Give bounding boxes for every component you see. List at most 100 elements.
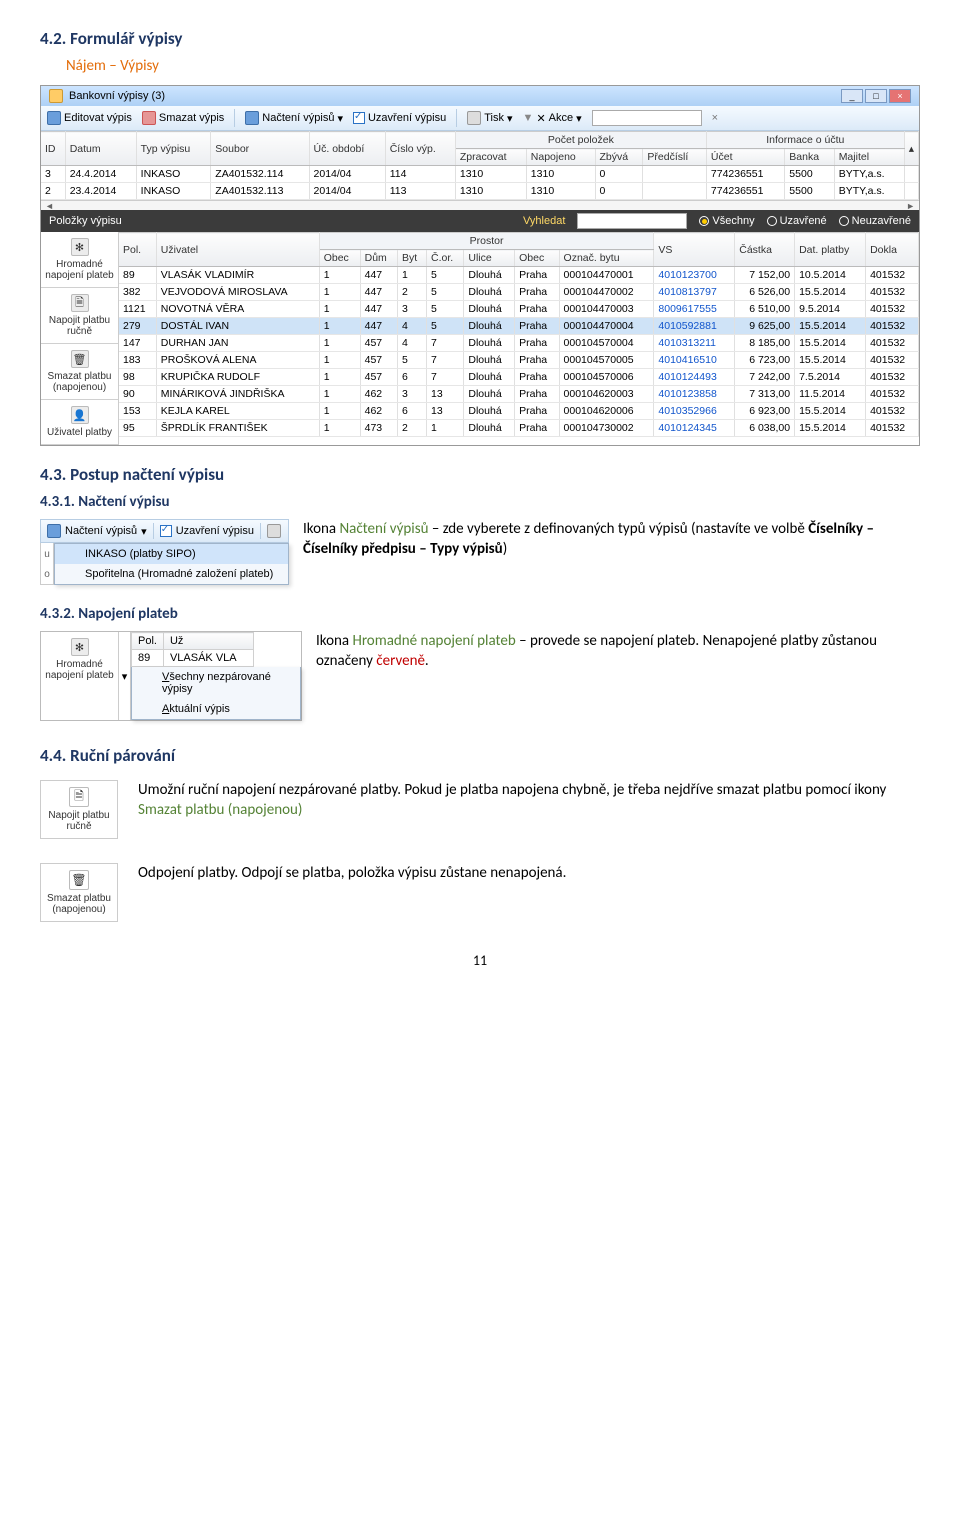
col-header[interactable]: Zbývá (595, 149, 643, 166)
table-row[interactable]: 89VLASÁK VLADIMÍR144715DlouháPraha000104… (119, 267, 919, 284)
table-row[interactable]: 153KEJLA KAREL1462613DlouháPraha00010462… (119, 403, 919, 420)
cell: 774236551 (706, 166, 784, 183)
cell: 7 242,00 (735, 369, 795, 386)
cell: 7 152,00 (735, 267, 795, 284)
cell: 113 (385, 183, 455, 200)
col-header[interactable]: Typ výpisu (136, 132, 211, 166)
filter-all[interactable]: Všechny (699, 215, 754, 227)
text: ) (503, 540, 508, 558)
cell: Praha (515, 301, 559, 318)
col-header[interactable]: Datum (65, 132, 136, 166)
window-title: Bankovní výpisy (3) (69, 90, 165, 102)
col-header[interactable]: Číslo výp. (385, 132, 455, 166)
cell: 279 (119, 318, 156, 335)
dropdown-icon: ▾ (337, 112, 343, 125)
toolbar-print[interactable]: Tisk▾ (467, 111, 512, 125)
col-header[interactable]: Byt (398, 250, 427, 267)
col-header[interactable]: Dokla (866, 233, 919, 267)
col-header[interactable]: Částka (735, 233, 795, 267)
toolbar-close-statement[interactable]: Uzavření výpisu (353, 112, 446, 124)
col-header[interactable]: Předčíslí (643, 149, 707, 166)
col-header[interactable]: Ulice (464, 250, 515, 267)
filter-closed[interactable]: Uzavřené (767, 215, 827, 227)
col-header[interactable]: Účet (706, 149, 784, 166)
col-header[interactable]: Č.or. (426, 250, 463, 267)
toolbar-read[interactable]: Načtení výpisů▾ (245, 111, 343, 125)
side-label: Smazat platbu (napojenou) (45, 893, 113, 915)
toolbar-read-label: Načtení výpisů (262, 112, 334, 124)
cell (643, 183, 707, 200)
statements-grid: IDDatumTyp výpisuSouborÚč. obdobíČíslo v… (41, 131, 919, 200)
col-header[interactable]: Uživatel (156, 233, 319, 267)
mini-grid: Pol.Už 89VLASÁK VLA Všechny nezpárované … (131, 632, 301, 720)
toolbar-close-label: Uzavření výpisu (368, 112, 446, 124)
col-header[interactable]: Napojeno (526, 149, 595, 166)
toolbar-edit[interactable]: Editovat výpis (47, 111, 132, 125)
side-button[interactable]: 👤Uživatel platby (41, 400, 118, 445)
col-header[interactable]: Soubor (211, 132, 309, 166)
side-button[interactable]: 🗎Napojit platbu ručně (41, 288, 118, 344)
col-header[interactable]: Dat. platby (795, 233, 866, 267)
heading-num: 4.4. (40, 745, 66, 766)
cell: 401532 (866, 403, 919, 420)
check-icon (353, 112, 365, 124)
clear-icon[interactable]: × (712, 112, 718, 124)
col-header[interactable]: Obec (319, 250, 360, 267)
radio-icon (839, 216, 849, 226)
table-row[interactable]: 1121NOVOTNÁ VĚRA144735DlouháPraha0001044… (119, 301, 919, 318)
cell: 447 (360, 284, 397, 301)
cell: 1310 (455, 166, 526, 183)
col-header[interactable]: Banka (785, 149, 834, 166)
menu-item-all[interactable]: Všechny nezpárované výpisy (132, 667, 300, 699)
col-header[interactable]: Majitel (834, 149, 904, 166)
cell: 6 923,00 (735, 403, 795, 420)
toolbar-filter[interactable]: ▼✕Akce▾ (523, 112, 582, 125)
minimize-button[interactable]: _ (841, 89, 863, 103)
cell: 462 (360, 403, 397, 420)
col-header[interactable]: Dům (360, 250, 397, 267)
col-header[interactable]: Označ. bytu (559, 250, 654, 267)
menu-item-current[interactable]: Aktuální výpis (132, 699, 300, 719)
col-header[interactable]: Úč. období (309, 132, 385, 166)
table-row[interactable]: 223.4.2014INKASOZA401532.1132014/0411313… (41, 183, 919, 200)
maximize-button[interactable]: □ (865, 89, 887, 103)
col-header[interactable]: ID (41, 132, 65, 166)
items-subheader: Položky výpisu Vyhledat Všechny Uzavřené… (41, 210, 919, 232)
scroll-up[interactable]: ▴ (904, 132, 918, 166)
search-input[interactable] (577, 213, 687, 229)
filter-open[interactable]: Neuzavřené (839, 215, 911, 227)
dropdown-chevron[interactable]: ▾ (119, 632, 131, 720)
table-row[interactable]: 382VEJVODOVÁ MIROSLAVA144725DlouháPraha0… (119, 284, 919, 301)
side-napojit-rucne[interactable]: 🗎 Napojit platbu ručně (40, 780, 118, 839)
col-header[interactable]: VS (654, 233, 735, 267)
menu-item-inkaso[interactable]: INKASO (platby SIPO) (55, 544, 288, 564)
side-smazat-platbu[interactable]: 🗑 Smazat platbu (napojenou) (40, 863, 118, 922)
menu-item-sporitelna[interactable]: Spořitelna (Hromadné založení plateb) (55, 564, 288, 584)
col-header[interactable]: Pol. (119, 233, 156, 267)
table-row[interactable]: 98KRUPIČKA RUDOLF145767DlouháPraha000104… (119, 369, 919, 386)
table-row[interactable]: 324.4.2014INKASOZA401532.1142014/0411413… (41, 166, 919, 183)
cell: 1 (426, 420, 463, 437)
col-header[interactable]: Zpracovat (455, 149, 526, 166)
cell: Praha (515, 284, 559, 301)
toolbar-delete[interactable]: Smazat výpis (142, 111, 224, 125)
cell: 2 (398, 420, 427, 437)
toolbar-sep (456, 109, 457, 127)
cell: 6 526,00 (735, 284, 795, 301)
cell: ŠPRDLÍK FRANTIŠEK (156, 420, 319, 437)
toolbar-textbox[interactable] (592, 110, 702, 126)
side-button[interactable]: 🗑Smazat platbu (napojenou) (41, 344, 118, 400)
table-row[interactable]: 183PROŠKOVÁ ALENA145757DlouháPraha000104… (119, 352, 919, 369)
table-row[interactable]: 279DOSTÁL IVAN144745DlouháPraha000104470… (119, 318, 919, 335)
table-row[interactable]: 95ŠPRDLÍK FRANTIŠEK147321DlouháPraha0001… (119, 420, 919, 437)
close-button[interactable]: × (889, 89, 911, 103)
cell: 000104470001 (559, 267, 654, 284)
scrollbar[interactable]: ◄► (41, 200, 919, 210)
toolbar-print-label: Tisk (484, 112, 504, 124)
side-hromadne[interactable]: ✻ Hromadné napojení plateb (41, 632, 118, 687)
table-row[interactable]: 147DURHAN JAN145747DlouháPraha0001045700… (119, 335, 919, 352)
cell: 15.5.2014 (795, 420, 866, 437)
table-row[interactable]: 90MINÁRIKOVÁ JINDŘIŠKA1462313DlouháPraha… (119, 386, 919, 403)
col-header[interactable]: Obec (515, 250, 559, 267)
side-button[interactable]: ✻Hromadné napojení plateb (41, 232, 118, 288)
